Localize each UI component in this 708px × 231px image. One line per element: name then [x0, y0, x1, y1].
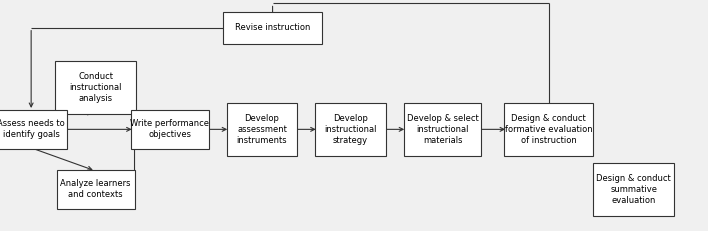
- FancyBboxPatch shape: [315, 103, 386, 156]
- FancyBboxPatch shape: [593, 163, 674, 216]
- FancyBboxPatch shape: [227, 103, 297, 156]
- FancyBboxPatch shape: [504, 103, 593, 156]
- Text: Develop
assessment
instruments: Develop assessment instruments: [236, 114, 287, 145]
- Text: Design & conduct
summative
evaluation: Design & conduct summative evaluation: [596, 174, 671, 205]
- Text: Write performance
objectives: Write performance objectives: [130, 119, 210, 140]
- FancyBboxPatch shape: [223, 12, 322, 44]
- FancyBboxPatch shape: [0, 110, 67, 149]
- FancyBboxPatch shape: [55, 61, 136, 114]
- Text: Conduct
instructional
analysis: Conduct instructional analysis: [69, 72, 122, 103]
- FancyBboxPatch shape: [404, 103, 481, 156]
- FancyBboxPatch shape: [131, 110, 209, 149]
- Text: Develop & select
instructional
materials: Develop & select instructional materials: [406, 114, 479, 145]
- Text: Assess needs to
identify goals: Assess needs to identify goals: [0, 119, 65, 140]
- Text: Design & conduct
formative evaluation
of instruction: Design & conduct formative evaluation of…: [505, 114, 593, 145]
- FancyBboxPatch shape: [57, 170, 135, 209]
- Text: Revise instruction: Revise instruction: [235, 23, 310, 32]
- Text: Develop
instructional
strategy: Develop instructional strategy: [324, 114, 377, 145]
- Text: Analyze learners
and contexts: Analyze learners and contexts: [60, 179, 131, 200]
